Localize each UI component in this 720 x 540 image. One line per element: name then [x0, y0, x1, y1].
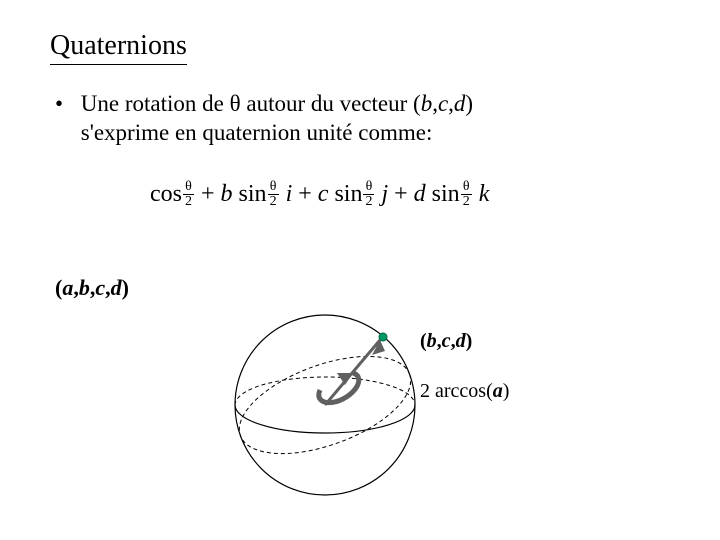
c: c: [95, 275, 105, 300]
plus: +: [292, 181, 318, 207]
d: d: [456, 330, 466, 352]
plus: +: [388, 181, 414, 207]
label-bcd: (b,c,d): [420, 330, 472, 353]
slide: Quaternions • Une rotation de θ autour d…: [0, 0, 720, 540]
sin: sin: [334, 181, 362, 207]
close-paren: ): [465, 91, 473, 116]
frac-theta-2: θ2: [461, 180, 472, 209]
sin: sin: [239, 181, 267, 207]
b: b: [79, 275, 90, 300]
rotation-arrow-head: [337, 373, 353, 385]
text-mid: autour du vecteur (: [241, 91, 421, 116]
axis-tip-dot: [379, 333, 387, 341]
var-d: d: [454, 91, 466, 116]
theta: θ: [230, 91, 241, 116]
bullet-item: • Une rotation de θ autour du vecteur (b…: [55, 90, 615, 148]
close-paren: ): [122, 275, 129, 300]
b: b: [221, 181, 233, 207]
bullet-dot: •: [55, 90, 75, 119]
close-paren: ): [466, 330, 473, 352]
plus: +: [195, 181, 221, 207]
sin: sin: [432, 181, 460, 207]
c: c: [318, 181, 329, 207]
theta: θ: [363, 180, 374, 195]
two: 2: [461, 195, 472, 209]
frac-theta-2: θ2: [363, 180, 374, 209]
theta: θ: [461, 180, 472, 195]
c: c: [442, 330, 451, 352]
two: 2: [363, 195, 374, 209]
var-b: b: [421, 91, 433, 116]
arccos-close: ): [503, 380, 510, 402]
page-title: Quaternions: [50, 30, 187, 65]
j: j: [375, 181, 388, 207]
sphere-diagram: [225, 305, 425, 505]
open-paren: (: [420, 330, 427, 352]
frac-theta-2: θ2: [268, 180, 279, 209]
text-line2: s'exprime en quaternion unité comme:: [81, 120, 433, 145]
b: b: [427, 330, 437, 352]
equator-front: [235, 405, 415, 433]
arccos-pre: 2 arccos(: [420, 380, 493, 402]
d: d: [414, 181, 426, 207]
k: k: [473, 181, 490, 207]
two: 2: [268, 195, 279, 209]
cos: cos: [150, 181, 182, 207]
theta: θ: [183, 180, 194, 195]
two: 2: [183, 195, 194, 209]
label-abcd: (a,b,c,d): [55, 275, 129, 301]
var-c: c: [438, 91, 448, 116]
a: a: [62, 275, 73, 300]
d: d: [111, 275, 122, 300]
quaternion-formula: cosθ2 + b sinθ2 i + c sinθ2 j + d sinθ2 …: [150, 180, 489, 209]
bullet-text: Une rotation de θ autour du vecteur (b,c…: [81, 90, 601, 148]
frac-theta-2: θ2: [183, 180, 194, 209]
theta: θ: [268, 180, 279, 195]
text-pre: Une rotation de: [81, 91, 230, 116]
arccos-a: a: [493, 380, 503, 402]
label-arccos: 2 arccos(a): [420, 380, 509, 403]
i: i: [280, 181, 293, 207]
